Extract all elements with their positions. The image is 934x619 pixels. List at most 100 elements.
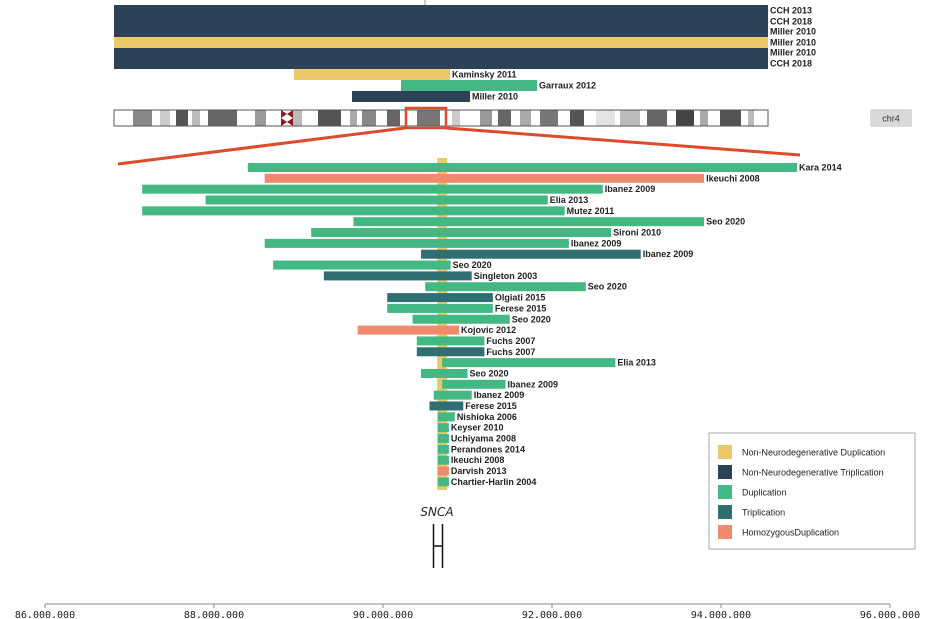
ideogram-band [387, 110, 400, 126]
cnv-bar-label: Seo 2020 [453, 260, 492, 270]
legend-swatch-duplication [718, 485, 732, 499]
upper-bar-cch-2018 [114, 58, 768, 69]
ideogram-band [540, 110, 558, 126]
ideogram-band [620, 110, 640, 126]
cnv-bar-elia-2013 [205, 195, 548, 205]
cnv-bar-label: Kara 2014 [799, 163, 842, 173]
cnv-bar-perandones-2014 [437, 444, 449, 454]
cnv-bar-label: Ibanez 2009 [643, 249, 694, 259]
cnv-bar-label: Ikeuchi 2008 [706, 173, 760, 183]
cnv-bar-keyser-2010 [437, 423, 449, 433]
ideogram-band [292, 110, 302, 126]
cnv-bar-ferese-2015 [387, 303, 493, 313]
cnv-bar-label: Fuchs 2007 [486, 347, 535, 357]
cnv-bar-olgiati-2015 [387, 293, 493, 303]
cnv-bar-seo-2020 [421, 368, 468, 378]
upper-bar-label: Miller 2010 [770, 38, 816, 48]
ideogram-band [647, 110, 667, 126]
upper-bar-label: CCH 2018 [770, 17, 812, 27]
zoom-line-right [445, 126, 801, 157]
ideogram-band [596, 110, 615, 126]
cnv-bar-label: Perandones 2014 [451, 444, 525, 454]
upper-bar-cch-2013 [114, 5, 768, 16]
x-tick-label: 94.000.000 [691, 610, 751, 619]
cnv-bar-seo-2020 [412, 314, 510, 324]
cnv-bar-fuchs-2007 [416, 347, 485, 357]
upper-bar-label: CCH 2018 [770, 59, 812, 69]
ideogram-band [362, 110, 376, 126]
cnv-bar-label: Mutez 2011 [567, 206, 615, 216]
upper-bar-label: CCH 2013 [770, 6, 812, 16]
ideogram-band [208, 110, 237, 126]
cnv-bar-label: Ikeuchi 2008 [451, 455, 505, 465]
cnv-bar-mutez-2011 [142, 206, 565, 216]
upper-bar-label: Miller 2010 [770, 27, 816, 37]
x-axis: 86.000.000 88.000.000 90.000.000 92.000.000… [15, 603, 920, 619]
cnv-bar-label: Uchiyama 2008 [451, 434, 516, 444]
cnv-bar-singleton-2003 [323, 271, 472, 281]
cnv-bar-ikeuchi-2008 [264, 173, 705, 183]
cnv-bar-label: Darvish 2013 [451, 466, 507, 476]
chromosome-ideogram [113, 106, 769, 130]
upper-bar-label: Miller 2010 [472, 92, 518, 102]
cnv-bars: Kara 2014 Ikeuchi 2008 Ibanez 2009 Elia 201… [142, 163, 842, 487]
cnv-bar-seo-2020 [353, 217, 705, 227]
legend-swatch-non-neurodegenerative-duplication [718, 445, 732, 459]
cnv-bar-label: Seo 2020 [512, 314, 551, 324]
cnv-bar-label: Kojovic 2012 [461, 325, 516, 335]
cnv-bar-ibanez-2009 [142, 184, 603, 194]
cnv-bar-label: Ibanez 2009 [474, 390, 525, 400]
ideogram-band [176, 110, 188, 126]
zoom-line-left [117, 126, 406, 166]
ideogram-band [133, 110, 152, 126]
cnv-bar-fuchs-2007 [416, 336, 485, 346]
legend-label: Duplication [742, 488, 787, 498]
zoom-region-box [404, 106, 448, 130]
cnv-bar-seo-2020 [273, 260, 451, 270]
cnv-bar-label: Nishioka 2006 [457, 412, 517, 422]
cnv-bar-seo-2020 [425, 282, 586, 292]
x-tick-label: 90.000.000 [353, 610, 413, 619]
gene-position-column [437, 158, 448, 490]
upper-bar-cch-2018 [114, 16, 768, 27]
upper-bar-label: Kaminsky 2011 [452, 70, 517, 80]
cnv-bar-ibanez-2009 [442, 379, 506, 389]
cnv-bar-ikeuchi-2008 [437, 455, 449, 465]
ideogram-band [520, 110, 531, 126]
cnv-bar-label: Singleton 2003 [474, 271, 538, 281]
legend: Non-Neurodegenerative Duplication Non-Neu… [708, 432, 916, 550]
cnv-bar-label: Ibanez 2009 [508, 379, 559, 389]
cnv-bar-label: Elia 2013 [550, 195, 589, 205]
ideogram-band [570, 110, 584, 126]
upper-bar-miller-2010 [114, 37, 768, 48]
cnv-bar-label: Ferese 2015 [495, 303, 547, 313]
cnv-bar-label: Ibanez 2009 [605, 184, 656, 194]
upper-bar-miller-2010 [352, 91, 470, 102]
x-tick-label: 96.000.000 [860, 610, 920, 619]
gene-label: SNCA [420, 505, 453, 519]
centromere [281, 110, 293, 126]
ideogram-band [720, 110, 741, 126]
ideogram-band [417, 110, 440, 126]
cnv-bar-sironi-2010 [311, 228, 612, 238]
upper-bar-garraux-2012 [401, 80, 537, 91]
ideogram-band [498, 110, 511, 126]
ideogram-band [452, 110, 460, 126]
upper-bar-kaminsky-2011 [294, 69, 450, 80]
legend-label: Non-Neurodegenerative Duplication [742, 448, 885, 458]
cnv-bar-label: Chartier-Harlin 2004 [451, 477, 537, 487]
legend-label: Non-Neurodegenerative Triplication [742, 468, 884, 478]
cnv-bar-label: Elia 2013 [617, 358, 656, 368]
cnv-bar-kara-2014 [247, 163, 798, 172]
cnv-bar-label: Ferese 2015 [465, 401, 517, 411]
cnv-bar-label: Keyser 2010 [451, 423, 504, 433]
cnv-bar-label: Ibanez 2009 [571, 238, 622, 248]
cnv-bar-label: Fuchs 2007 [486, 336, 535, 346]
ideogram-band [480, 110, 492, 126]
chromosome-label: chr4 [882, 114, 900, 124]
cnv-bar-elia-2013 [442, 358, 616, 368]
cnv-bar-label: Olgiati 2015 [495, 293, 546, 303]
cnv-bar-ibanez-2009 [421, 249, 641, 259]
cnv-bar-ferese-2015 [429, 401, 464, 411]
